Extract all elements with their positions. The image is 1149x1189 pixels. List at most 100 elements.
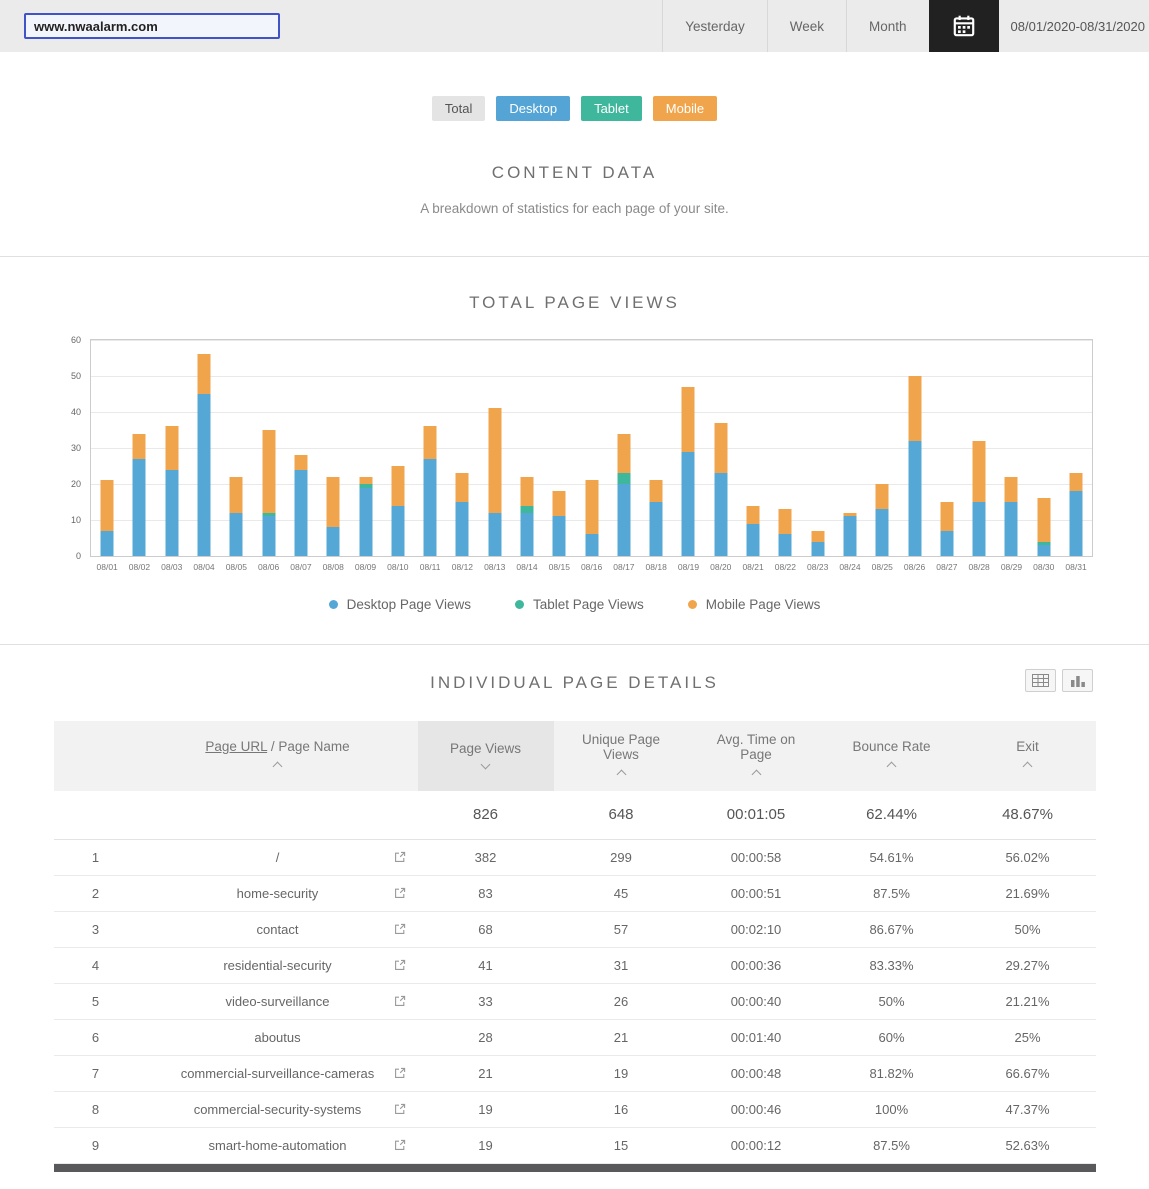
x-axis-label: 08/18 [645,562,667,572]
bar-08/21[interactable]: 08/21 [737,340,769,572]
legend-dot-icon [514,600,524,609]
filter-desktop-button[interactable]: Desktop [496,96,571,121]
y-axis-tick: 50 [70,371,81,381]
external-link-icon[interactable] [394,923,406,935]
bar-08/08[interactable]: 08/08 [317,340,349,572]
bounce-rate-cell: 100% [823,1091,960,1128]
table-body: 826 648 00:01:05 62.44% 48.67% 1/382 299 0… [53,791,1096,1164]
col-exit[interactable]: Exit [959,721,1096,791]
y-axis-tick: 0 [75,551,81,561]
table-row: 7 commercial-surveillance-cameras 21 19 00:0… [53,1055,1096,1092]
calendar-icon [951,13,977,39]
bar-08/07[interactable]: 08/07 [285,340,317,572]
range-week-button[interactable]: Week [766,0,846,52]
filter-mobile-button[interactable]: Mobile [652,96,718,121]
bar-08/19[interactable]: 08/19 [672,340,704,572]
chart-view-button[interactable] [1062,669,1093,692]
table-row: 1 / 382 299 00:00:58 54.61% 56.02% [53,839,1096,876]
external-link-icon[interactable] [394,1067,406,1079]
sort-asc-icon [751,769,761,779]
table-row: 8 commercial-security-systems 19 16 00:00:46… [53,1091,1096,1128]
device-filters: Total Desktop Tablet Mobile [0,52,1149,121]
page-views-cell: 382 [417,839,554,876]
bar-08/02[interactable]: 08/02 [123,340,155,572]
bar-08/23[interactable]: 08/23 [802,340,834,572]
col-unique-page-views[interactable]: Unique Page Views [553,721,689,791]
x-axis-label: 08/11 [419,562,441,572]
x-axis-label: 08/15 [548,562,570,572]
bar-08/24[interactable]: 08/24 [834,340,866,572]
chart-legend: Desktop Page Views Tablet Page Views Mobil… [0,597,1149,612]
bar-08/09[interactable]: 08/09 [349,340,381,572]
avg-time-cell: 00:00:12 [688,1127,824,1164]
y-axis-tick: 60 [70,335,81,345]
bar-08/25[interactable]: 08/25 [866,340,898,572]
page-name: commercial-security-systems [193,1101,362,1117]
x-axis-label: 08/03 [161,562,183,572]
page-name-cell: video-surveillance [137,983,418,1020]
external-link-icon[interactable] [394,1103,406,1115]
x-axis-label: 08/21 [742,562,764,572]
row-number: 9 [53,1127,138,1164]
page-views-chart: 08/01 08/02 08/03 08/04 08/05 08/06 08/07 08/08… [90,339,1093,572]
bar-08/22[interactable]: 08/22 [769,340,801,572]
page-name-cell: / [137,839,418,876]
bar-08/18[interactable]: 08/18 [640,340,672,572]
bar-08/20[interactable]: 08/20 [705,340,737,572]
bar-08/26[interactable]: 08/26 [898,340,930,572]
bar-08/28[interactable]: 08/28 [963,340,995,572]
col-bounce-rate[interactable]: Bounce Rate [823,721,960,791]
table-view-button[interactable] [1025,669,1056,692]
page-url-sort-link[interactable]: Page URL [205,739,268,754]
x-axis-label: 08/17 [613,562,635,572]
col-page-url[interactable]: Page URL / Page Name [137,721,418,791]
range-buttons: Yesterday Week Month [662,0,928,52]
legend-item: Mobile Page Views [687,597,820,612]
unique-views-cell: 57 [553,911,689,948]
unique-views-cell: 16 [553,1091,689,1128]
range-month-button[interactable]: Month [846,0,929,52]
site-url-input[interactable] [24,13,280,39]
external-link-icon[interactable] [394,1139,406,1151]
col-avg-time[interactable]: Avg. Time on Page [688,721,824,791]
bar-08/13[interactable]: 08/13 [479,340,511,572]
external-link-icon[interactable] [394,995,406,1007]
bar-08/04[interactable]: 08/04 [188,340,220,572]
col-page-views[interactable]: Page Views [417,721,554,791]
legend-dot-icon [687,600,697,609]
page-name-label: / Page Name [267,739,350,754]
bar-08/11[interactable]: 08/11 [414,340,446,572]
x-axis-label: 08/30 [1033,562,1055,572]
bar-08/30[interactable]: 08/30 [1028,340,1060,572]
bar-08/17[interactable]: 08/17 [608,340,640,572]
page-name: / [275,849,280,865]
calendar-button[interactable] [928,0,999,52]
filter-total-button[interactable]: Total [431,96,486,121]
bar-08/16[interactable]: 08/16 [575,340,607,572]
view-toggles [1025,669,1093,692]
page-name: commercial-surveillance-cameras [180,1065,375,1081]
x-axis-label: 08/07 [290,562,312,572]
bounce-rate-cell: 86.67% [823,911,960,948]
bar-08/05[interactable]: 08/05 [220,340,252,572]
external-link-icon[interactable] [394,887,406,899]
filter-tablet-button[interactable]: Tablet [581,96,642,121]
bar-08/29[interactable]: 08/29 [995,340,1027,572]
bar-08/15[interactable]: 08/15 [543,340,575,572]
sort-asc-icon [886,761,897,772]
legend-label: Desktop Page Views [346,597,471,612]
external-link-icon[interactable] [394,851,406,863]
bar-08/10[interactable]: 08/10 [382,340,414,572]
bar-08/31[interactable]: 08/31 [1060,340,1092,572]
bar-08/14[interactable]: 08/14 [511,340,543,572]
external-link-icon[interactable] [394,959,406,971]
x-axis-label: 08/02 [128,562,151,572]
bar-08/03[interactable]: 08/03 [156,340,188,572]
bar-08/12[interactable]: 08/12 [446,340,478,572]
range-yesterday-button[interactable]: Yesterday [662,0,767,52]
legend-item: Desktop Page Views [328,597,471,612]
page-name-cell: contact [137,911,418,948]
bar-08/01[interactable]: 08/01 [91,340,123,572]
bar-08/06[interactable]: 08/06 [252,340,284,572]
bar-08/27[interactable]: 08/27 [931,340,963,572]
